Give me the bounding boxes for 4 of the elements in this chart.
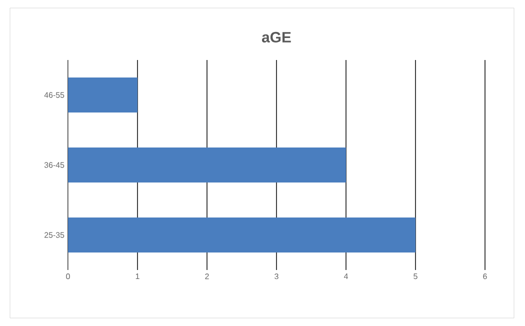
bar [68, 78, 138, 112]
chart-title: aGE [262, 32, 291, 42]
bar [68, 218, 416, 252]
bar [68, 148, 346, 182]
